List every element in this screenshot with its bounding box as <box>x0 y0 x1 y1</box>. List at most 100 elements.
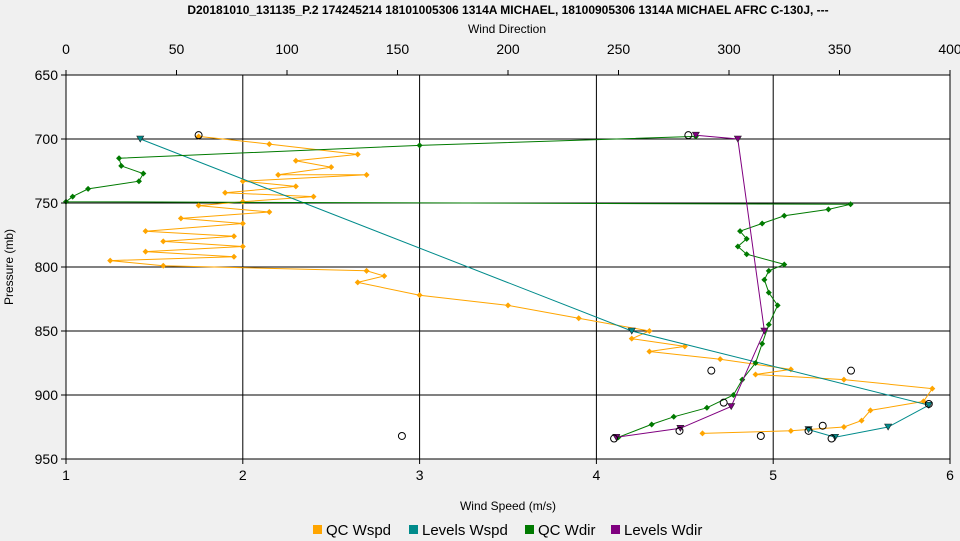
levels-wdir-point <box>612 433 621 441</box>
qc-wspd-point <box>363 267 370 274</box>
y-tick-label: 900 <box>35 387 59 403</box>
x2-tick-label: 250 <box>607 41 631 57</box>
top-axis-label: Wind Direction <box>468 22 546 36</box>
y-tick-label: 650 <box>35 67 59 83</box>
x-tick-label: 4 <box>593 467 601 483</box>
qc-wspd-point <box>628 335 635 342</box>
qc-wspd-point <box>310 193 317 200</box>
open-circle-marker <box>707 366 716 375</box>
qc-wspd-point <box>354 279 361 286</box>
y-axis-label: Pressure (mb) <box>2 229 16 305</box>
y-tick-label: 700 <box>35 131 59 147</box>
qc-wspd-point <box>107 257 114 264</box>
qc-wspd-point <box>328 164 335 171</box>
qc-wspd-point <box>717 356 724 363</box>
qc-wspd-point <box>195 202 202 209</box>
y-tick-label: 800 <box>35 259 59 275</box>
x2-tick-label: 150 <box>386 41 410 57</box>
open-circle-marker <box>194 131 203 140</box>
qc-wspd-point <box>840 376 847 383</box>
qc-wdir-point <box>781 261 788 268</box>
qc-wdir-point <box>743 235 750 242</box>
legend-label-qc-wspd: QC Wspd <box>326 522 391 539</box>
qc-wspd-point <box>239 198 246 205</box>
qc-wspd-point <box>505 302 511 309</box>
series-layer <box>63 131 936 443</box>
qc-wspd-point <box>840 424 847 430</box>
qc-wspd-point <box>239 220 246 227</box>
qc-wdir-point <box>648 421 655 428</box>
open-circle-marker <box>924 399 933 408</box>
qc-wspd-point <box>929 385 936 392</box>
qc-wdir-point <box>759 220 766 227</box>
x2-tick-label: 400 <box>938 41 960 57</box>
qc-wspd-point <box>354 151 361 158</box>
x2-tick-label: 50 <box>169 41 185 57</box>
qc-wspd-point <box>646 348 653 355</box>
qc-wspd-point <box>699 430 706 437</box>
qc-wdir-point <box>69 193 76 200</box>
y-tick-label: 950 <box>35 451 59 467</box>
legend-swatch-qc-wspd <box>313 525 322 534</box>
open-circle-marker <box>818 421 827 430</box>
qc-wspd-point <box>142 228 149 235</box>
tick-labels: 1 2 3 4 5 6 0 50 100 150 200 250 300 350 400 650 700 750 8… <box>35 41 960 483</box>
qc-wdir-point <box>847 201 854 208</box>
qc-wdir-point <box>765 267 772 274</box>
qc-wspd-point <box>177 215 184 222</box>
levels-wdir-line <box>616 134 765 438</box>
qc-wspd-point <box>381 272 388 279</box>
y-tick-label: 850 <box>35 323 59 339</box>
x2-tick-label: 200 <box>496 41 520 57</box>
open-circle-marker <box>675 426 684 435</box>
qc-wdir-point <box>752 360 759 366</box>
levels-wdir-point <box>760 327 769 335</box>
qc-wspd-point <box>239 243 246 250</box>
legend-label-levels-wspd: Levels Wspd <box>422 522 508 539</box>
qc-wspd-point <box>858 417 865 424</box>
x2-tick-label: 300 <box>717 41 741 57</box>
x-tick-label: 6 <box>946 467 954 483</box>
levels-wspd-point <box>627 327 636 335</box>
levels-wdir-point <box>727 403 736 411</box>
legend-label-qc-wdir: QC Wdir <box>538 522 596 539</box>
qc-wdir-point <box>135 178 142 185</box>
qc-wdir-point <box>781 212 788 219</box>
open-circle-marker <box>756 431 765 440</box>
y-tick-label: 750 <box>35 195 59 211</box>
qc-wdir-point <box>765 321 772 328</box>
legend-swatch-qc-wdir <box>525 525 534 534</box>
levels-wspd-point <box>924 401 933 409</box>
open-circle-marker <box>397 431 406 440</box>
x2-tick-label: 350 <box>828 41 852 57</box>
qc-wspd-point <box>160 262 167 269</box>
qc-wspd-point <box>646 328 653 334</box>
qc-wdir-point <box>765 289 772 296</box>
qc-wdir-point <box>759 340 766 347</box>
qc-wdir-point <box>140 170 147 177</box>
qc-wdir-point <box>730 392 737 398</box>
qc-wspd-point <box>275 171 282 178</box>
qc-wspd-point <box>142 248 149 255</box>
qc-wspd-point <box>292 183 299 190</box>
qc-wdir-point <box>118 162 125 169</box>
legend-swatch-levels-wdir <box>611 525 620 534</box>
qc-wdir-point <box>416 142 423 149</box>
qc-wdir-point <box>825 206 832 213</box>
qc-wspd-point <box>266 141 273 148</box>
qc-wspd-point <box>363 171 370 178</box>
qc-wdir-point <box>85 185 92 192</box>
qc-wspd-point <box>575 315 582 322</box>
qc-wspd-point <box>292 157 299 164</box>
legend-swatch-levels-wspd <box>409 525 418 534</box>
levels-wspd-line <box>140 138 931 438</box>
qc-wspd-point <box>230 253 237 260</box>
legend-label-levels-wdir: Levels Wdir <box>624 522 702 539</box>
levels-wspd-point <box>884 423 893 431</box>
legend: QC Wspd Levels Wspd QC Wdir Levels Wdir <box>313 522 702 539</box>
qc-wdir-point <box>743 251 750 258</box>
x-tick-label: 2 <box>239 467 247 483</box>
open-circle-marker <box>610 434 619 443</box>
qc-wdir-point <box>703 404 710 411</box>
